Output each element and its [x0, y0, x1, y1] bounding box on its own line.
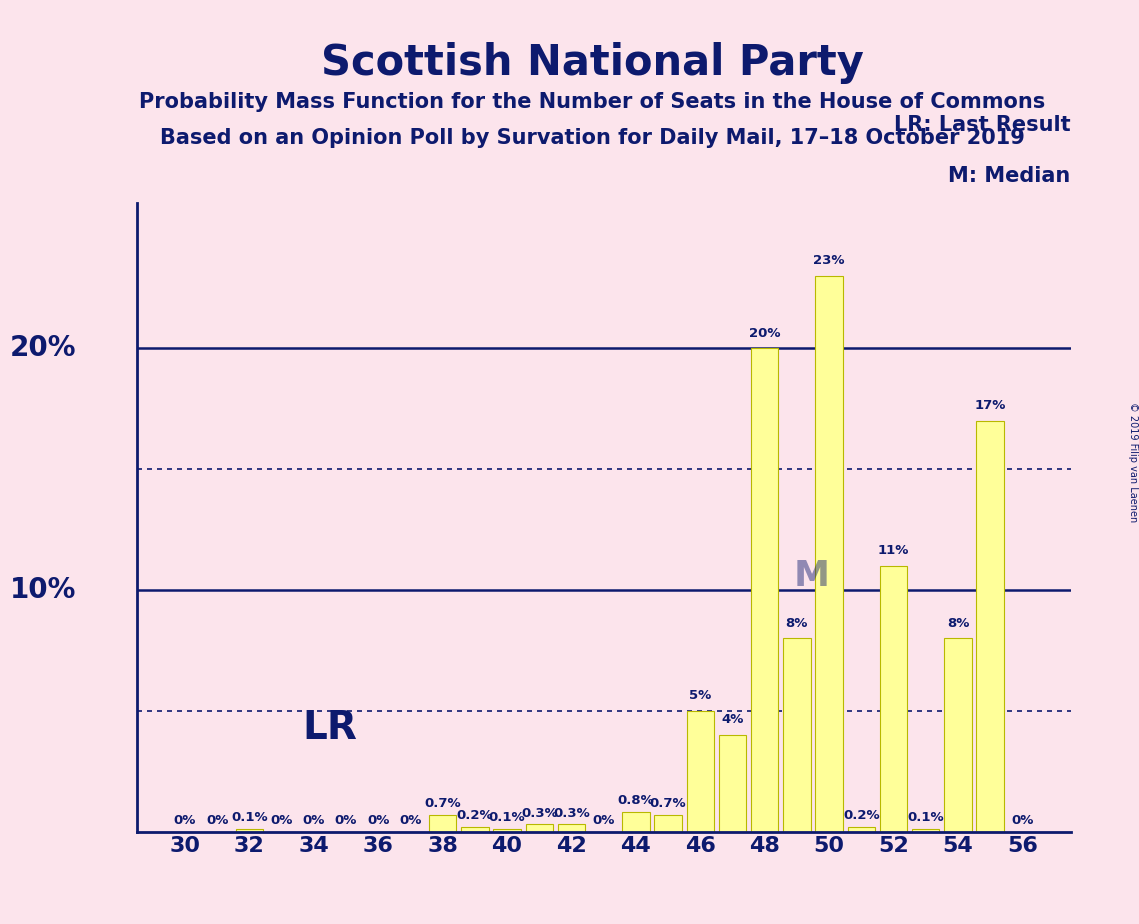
Text: 0.7%: 0.7% [649, 796, 687, 809]
Bar [719, 735, 746, 832]
Bar [751, 348, 778, 832]
Text: Probability Mass Function for the Number of Seats in the House of Commons: Probability Mass Function for the Number… [139, 92, 1046, 113]
Text: 0%: 0% [367, 814, 390, 827]
Bar [687, 711, 714, 832]
Text: 0%: 0% [206, 814, 229, 827]
Text: 8%: 8% [947, 617, 969, 630]
Bar [236, 829, 263, 832]
Text: LR: Last Result: LR: Last Result [894, 116, 1071, 135]
Text: 5%: 5% [689, 689, 712, 702]
Bar [429, 815, 457, 832]
Text: Scottish National Party: Scottish National Party [321, 42, 863, 83]
Text: 4%: 4% [721, 713, 744, 726]
Text: 17%: 17% [975, 399, 1006, 412]
Text: LR: LR [303, 709, 358, 747]
Text: M: Median: M: Median [949, 165, 1071, 186]
Bar [622, 812, 649, 832]
Bar [558, 824, 585, 832]
Bar [784, 638, 811, 832]
Text: 11%: 11% [878, 544, 909, 557]
Text: 0.1%: 0.1% [231, 811, 268, 824]
Text: 20%: 20% [749, 327, 780, 340]
Text: 0.2%: 0.2% [457, 808, 493, 822]
Text: 0.3%: 0.3% [521, 807, 558, 820]
Text: 0.3%: 0.3% [554, 807, 590, 820]
Text: 0%: 0% [174, 814, 196, 827]
Bar [655, 815, 682, 832]
Bar [879, 565, 908, 832]
Text: 0%: 0% [303, 814, 325, 827]
Text: 0%: 0% [400, 814, 421, 827]
Text: Based on an Opinion Poll by Survation for Daily Mail, 17–18 October 2019: Based on an Opinion Poll by Survation fo… [159, 128, 1025, 148]
Text: 20%: 20% [9, 334, 76, 362]
Text: 0.8%: 0.8% [617, 795, 654, 808]
Text: 0%: 0% [1011, 814, 1033, 827]
Text: 10%: 10% [9, 576, 76, 604]
Bar [525, 824, 552, 832]
Text: 0%: 0% [270, 814, 293, 827]
Bar [461, 827, 489, 832]
Bar [847, 827, 875, 832]
Text: 8%: 8% [786, 617, 808, 630]
Bar [976, 420, 1003, 832]
Text: 0.2%: 0.2% [843, 808, 879, 822]
Text: 0%: 0% [592, 814, 615, 827]
Bar [912, 829, 940, 832]
Text: 0.7%: 0.7% [425, 796, 461, 809]
Text: M: M [794, 559, 829, 593]
Text: 0.1%: 0.1% [489, 811, 525, 824]
Text: 0%: 0% [335, 814, 358, 827]
Bar [816, 275, 843, 832]
Text: 23%: 23% [813, 254, 845, 267]
Bar [493, 829, 521, 832]
Bar [944, 638, 972, 832]
Text: 0.1%: 0.1% [908, 811, 944, 824]
Text: © 2019 Filip van Laenen: © 2019 Filip van Laenen [1129, 402, 1138, 522]
